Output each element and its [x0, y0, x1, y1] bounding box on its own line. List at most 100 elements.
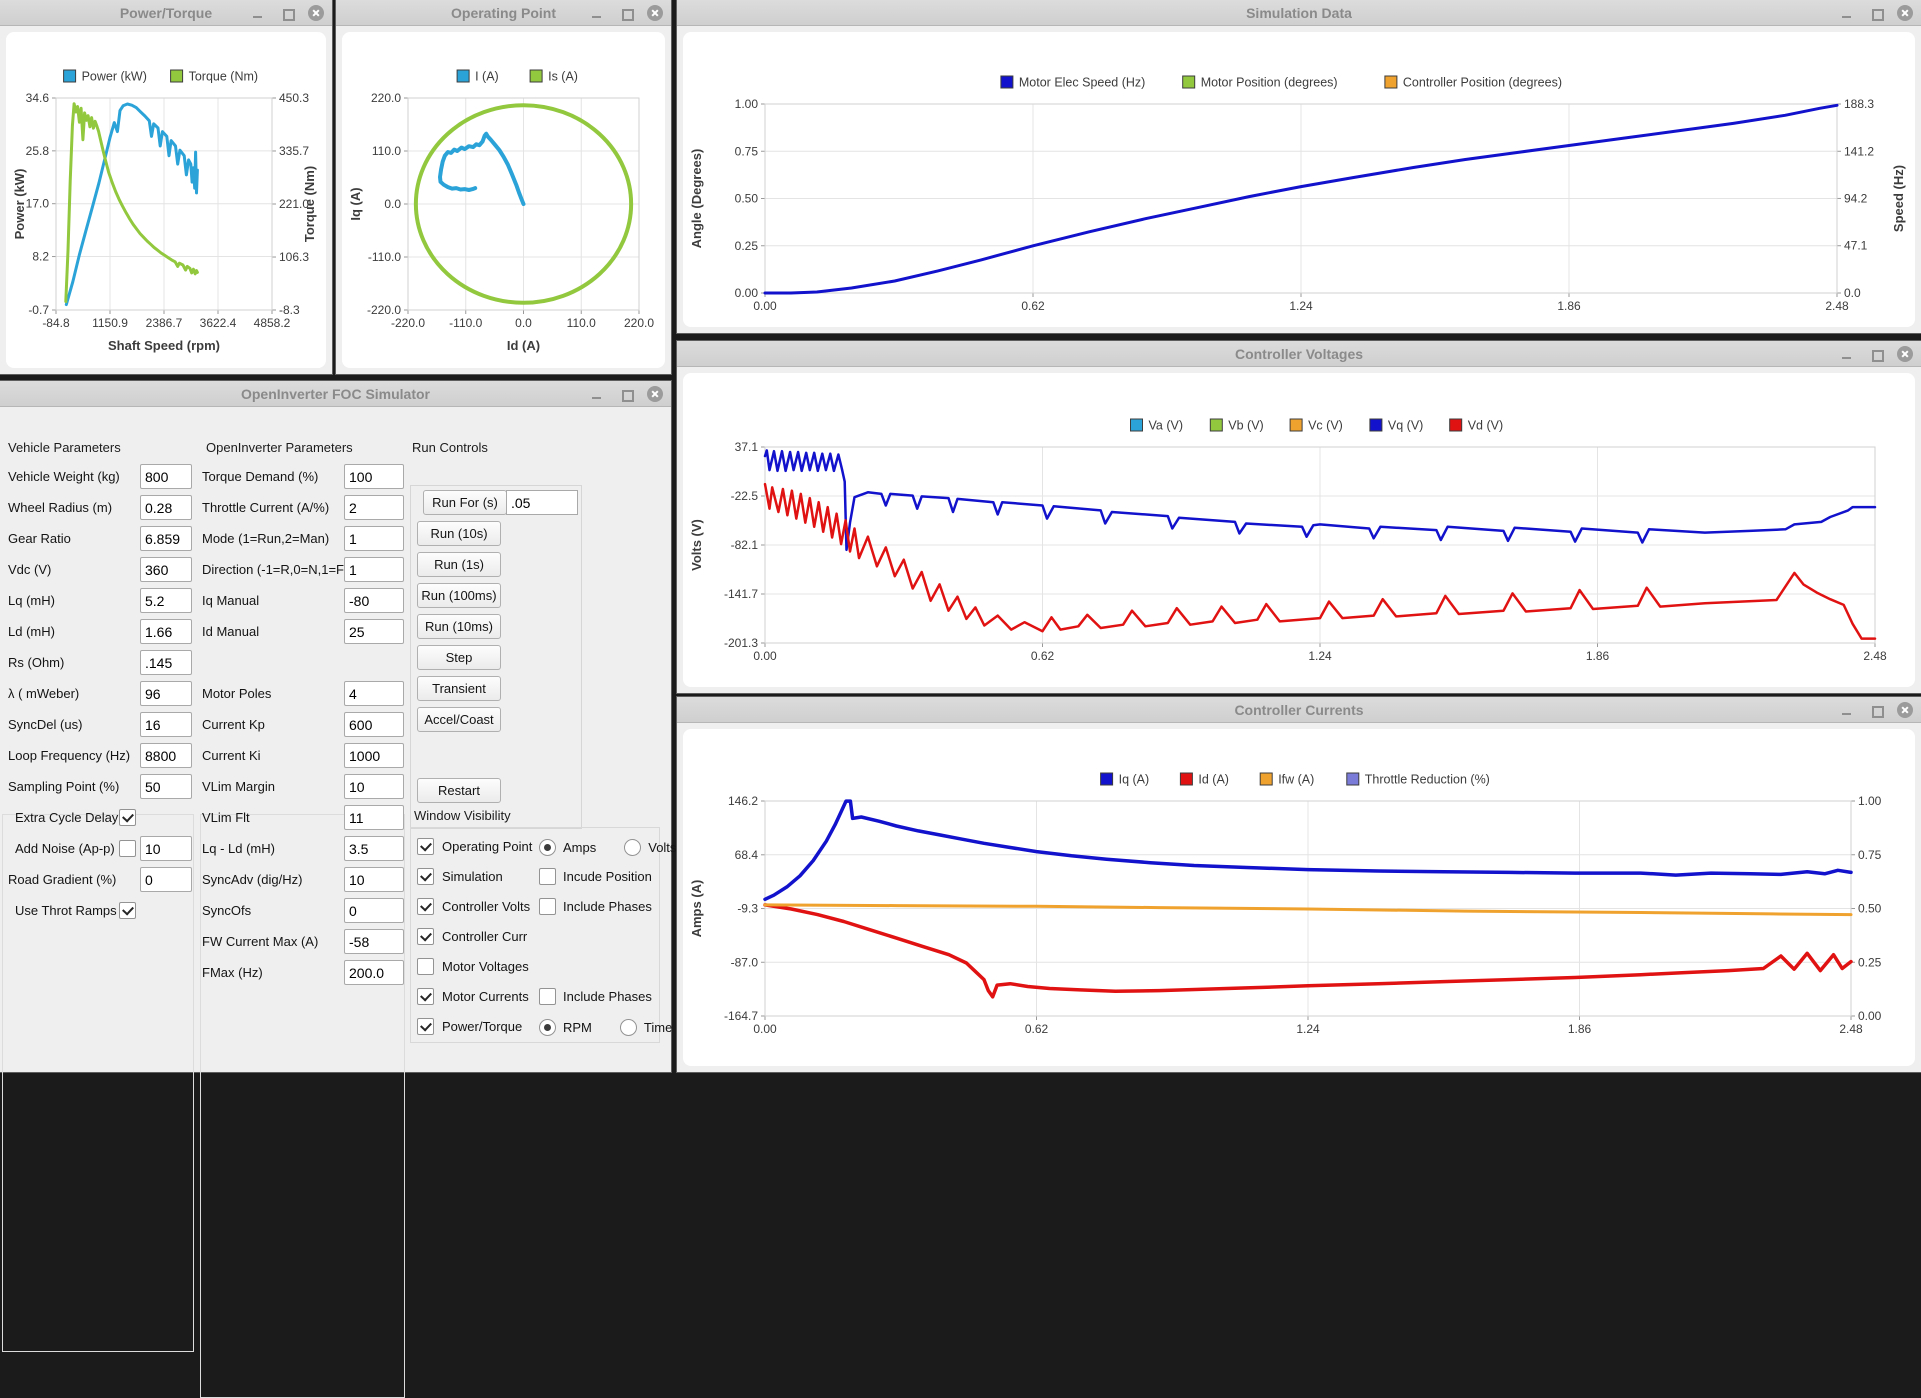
minimize-icon[interactable] [250, 5, 266, 21]
param-input[interactable] [140, 836, 192, 861]
minimize-icon[interactable] [1839, 5, 1855, 21]
svg-text:37.1: 37.1 [735, 440, 759, 454]
param-input[interactable] [344, 557, 404, 582]
restore-icon[interactable] [1868, 346, 1884, 362]
restore-icon[interactable] [618, 5, 634, 21]
param-label: Vdc (V) [8, 562, 52, 577]
checkbox[interactable] [119, 809, 136, 826]
param-input[interactable] [344, 774, 404, 799]
visibility-label: Simulation [442, 869, 503, 884]
checkbox[interactable] [417, 928, 434, 945]
visibility-row: Power/Torque RPM Time [411, 1012, 672, 1042]
param-input[interactable] [140, 619, 192, 644]
run-button[interactable]: Run (1s) [417, 552, 501, 577]
param-input[interactable] [140, 526, 192, 551]
param-input[interactable] [344, 681, 404, 706]
svg-text:-0.7: -0.7 [28, 303, 49, 317]
run-for-button[interactable]: Run For (s) [423, 490, 507, 515]
restore-icon[interactable] [279, 5, 295, 21]
legend-label: Vd (V) [1468, 419, 1503, 433]
param-input[interactable] [344, 619, 404, 644]
titlebar-main-simulator[interactable]: OpenInverter FOC Simulator [0, 381, 671, 407]
checkbox[interactable] [119, 840, 136, 857]
operating-point-body: -220.0 -110.0 0.0 110.0 220.0 220.0 110.0 0.0 -1… [336, 26, 671, 374]
param-input[interactable] [344, 805, 404, 830]
restore-icon[interactable] [1868, 5, 1884, 21]
param-input[interactable] [344, 836, 404, 861]
checkbox[interactable] [417, 868, 434, 885]
param-input[interactable] [344, 929, 404, 954]
close-icon[interactable] [1897, 702, 1913, 718]
checkbox[interactable] [417, 988, 434, 1005]
run-button[interactable]: Step [417, 645, 501, 670]
checkbox[interactable] [417, 1018, 434, 1035]
param-input[interactable] [344, 867, 404, 892]
titlebar-controller-voltages[interactable]: Controller Voltages [677, 341, 1921, 367]
legend-label: Power (kW) [82, 70, 147, 84]
param-input[interactable] [140, 464, 192, 489]
radio-button[interactable] [539, 1018, 556, 1036]
run-button[interactable]: Run (10s) [417, 521, 501, 546]
vehicle-parameters-column: Vehicle Parameters Vehicle Weight (kg) W… [4, 437, 198, 928]
radio-button[interactable] [624, 838, 642, 856]
param-input[interactable] [344, 588, 404, 613]
param-input[interactable] [140, 681, 192, 706]
run-button[interactable]: Run (100ms) [417, 583, 501, 608]
restore-icon[interactable] [618, 386, 634, 402]
checkbox[interactable] [119, 902, 136, 919]
titlebar-controller-currents[interactable]: Controller Currents [677, 697, 1921, 723]
close-icon[interactable] [647, 5, 663, 21]
param-input[interactable] [140, 743, 192, 768]
checkbox[interactable] [417, 958, 434, 975]
param-label: SyncAdv (dig/Hz) [202, 872, 303, 887]
checkbox[interactable] [539, 868, 556, 885]
param-row: λ ( mWeber) [4, 680, 198, 711]
run-button[interactable]: Run (10ms) [417, 614, 501, 639]
minimize-icon[interactable] [589, 5, 605, 21]
restore-icon[interactable] [1868, 702, 1884, 718]
param-input[interactable] [344, 526, 404, 551]
run-button[interactable]: Accel/Coast [417, 707, 501, 732]
param-input[interactable] [140, 712, 192, 737]
radio-button[interactable] [539, 838, 556, 856]
param-label: Add Noise (Ap-p) [15, 841, 115, 856]
radio-button[interactable] [619, 1018, 637, 1036]
close-icon[interactable] [647, 386, 663, 402]
param-input[interactable] [344, 960, 404, 985]
svg-text:-110.0: -110.0 [449, 316, 482, 330]
svg-text:25.8: 25.8 [26, 144, 50, 158]
param-input[interactable] [140, 774, 192, 799]
titlebar-power-torque[interactable]: Power/Torque [0, 0, 332, 26]
minimize-icon[interactable] [1839, 346, 1855, 362]
svg-text:0.00: 0.00 [735, 286, 759, 300]
checkbox[interactable] [417, 838, 434, 855]
close-icon[interactable] [308, 5, 324, 21]
param-input[interactable] [140, 588, 192, 613]
param-input[interactable] [140, 650, 192, 675]
close-icon[interactable] [1897, 5, 1913, 21]
param-input[interactable] [344, 464, 404, 489]
param-input[interactable] [140, 557, 192, 582]
param-input[interactable] [140, 495, 192, 520]
titlebar-operating-point[interactable]: Operating Point [336, 0, 671, 26]
titlebar-simulation-data[interactable]: Simulation Data [677, 0, 1921, 26]
restart-button[interactable]: Restart [417, 778, 501, 803]
svg-text:0.75: 0.75 [735, 144, 759, 158]
checkbox[interactable] [417, 898, 434, 915]
svg-text:Power (kW): Power (kW) [12, 169, 27, 240]
minimize-icon[interactable] [1839, 702, 1855, 718]
checkbox[interactable] [539, 898, 556, 915]
checkbox[interactable] [539, 988, 556, 1005]
param-input[interactable] [140, 867, 192, 892]
param-input[interactable] [344, 495, 404, 520]
svg-text:0.0: 0.0 [1844, 286, 1861, 300]
param-input[interactable] [344, 898, 404, 923]
run-for-input[interactable] [506, 490, 578, 515]
close-icon[interactable] [1897, 346, 1913, 362]
simulation-data-body: 0.00 0.62 1.24 1.86 2.48 1.00 0.75 0.50 0.25 0.00… [677, 26, 1921, 333]
window-main-simulator: OpenInverter FOC Simulator Vehicle Param… [0, 381, 676, 1398]
param-input[interactable] [344, 712, 404, 737]
param-input[interactable] [344, 743, 404, 768]
minimize-icon[interactable] [589, 386, 605, 402]
run-button[interactable]: Transient [417, 676, 501, 701]
